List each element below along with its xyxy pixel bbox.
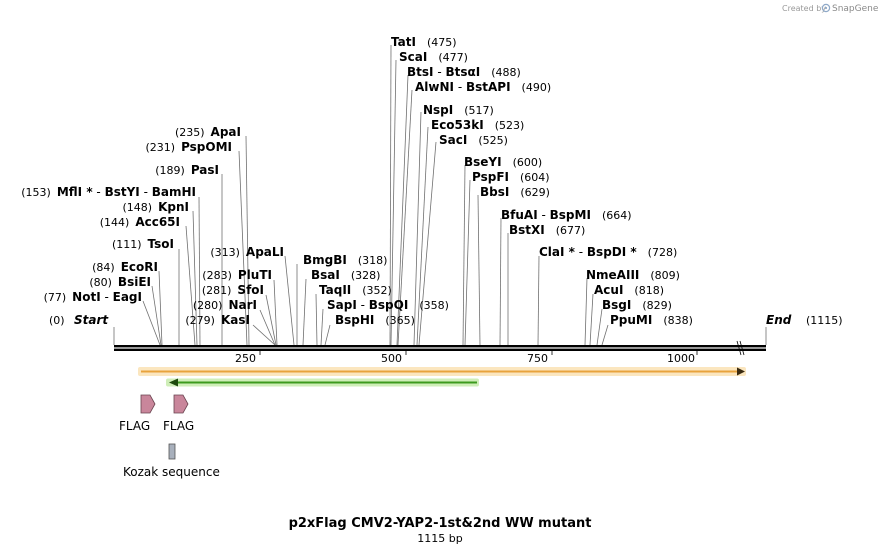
flag-2-label: FLAG xyxy=(163,419,194,433)
connector-sapi xyxy=(320,308,324,346)
site-label-ppumi[interactable]: PpuMI (838) xyxy=(610,313,693,327)
connector-bsiei xyxy=(151,285,162,346)
connector-bsgi xyxy=(596,308,603,346)
site-label-bmgbi[interactable]: BmgBI (318) xyxy=(303,253,387,267)
site-label-apali[interactable]: (313) ApaLI xyxy=(210,245,284,259)
site-label-taqii[interactable]: TaqII (352) xyxy=(319,283,392,297)
connector-tati xyxy=(389,44,392,346)
credit-text: Created by xyxy=(782,4,826,13)
connector-pspfi xyxy=(464,179,471,346)
connector-kasi xyxy=(252,324,276,346)
site-label-bsgi[interactable]: BsgI (829) xyxy=(602,298,672,312)
end-label: End xyxy=(766,313,792,327)
start-position: (0) xyxy=(49,314,65,327)
site-label-noti[interactable]: (77) NotI - EagI xyxy=(44,290,142,304)
site-label-tati[interactable]: TatI (475) xyxy=(391,35,457,49)
connector-scai xyxy=(390,59,397,346)
site-label-apai[interactable]: (235) ApaI xyxy=(175,125,241,139)
connector-nmeaiii xyxy=(584,277,588,346)
connector-kpni xyxy=(192,210,198,346)
backbone xyxy=(114,340,766,356)
tick-label-500: 500 xyxy=(381,352,402,365)
tick-label-750: 750 xyxy=(527,352,548,365)
site-label-kasi[interactable]: (279) KasI xyxy=(185,313,250,327)
connector-nari xyxy=(259,309,276,346)
site-label-pspomi[interactable]: (231) PspOMI xyxy=(145,140,232,154)
connector-acc65i xyxy=(185,225,196,346)
end-position: (1115) xyxy=(806,314,843,327)
map-length: 1115 bp xyxy=(417,532,462,545)
site-label-tsoi[interactable]: (111) TsoI xyxy=(112,237,174,251)
site-label-acui[interactable]: AcuI (818) xyxy=(594,283,664,297)
site-label-pluti[interactable]: (283) PluTI xyxy=(202,268,272,282)
site-label-bstxi[interactable]: BstXI (677) xyxy=(509,223,585,237)
site-label-alwni[interactable]: AlwNI - BstAPI (490) xyxy=(415,80,551,94)
site-label-nari[interactable]: (280) NarI xyxy=(193,298,257,312)
connector-mfli xyxy=(198,196,201,346)
connector-taqii xyxy=(315,293,318,346)
site-label-clai[interactable]: ClaI * - BspDI * (728) xyxy=(539,245,677,259)
site-label-pspfi[interactable]: PspFI (604) xyxy=(472,170,550,184)
connector-pspomi xyxy=(238,150,248,346)
tick-label-250: 250 xyxy=(235,352,256,365)
site-label-kpni[interactable]: (148) KpnI xyxy=(123,200,190,214)
flag-1-label: FLAG xyxy=(119,419,150,433)
connector-btsi xyxy=(396,74,409,346)
connector-nspi xyxy=(413,111,422,346)
connector-apali xyxy=(284,255,295,346)
connector-sfoi xyxy=(265,294,277,346)
site-label-sfoi[interactable]: (281) SfoI xyxy=(202,283,264,297)
connector-bfuai xyxy=(499,217,502,346)
connector-bbsi xyxy=(477,194,481,346)
connector-pluti xyxy=(273,279,278,346)
site-label-btsi[interactable]: BtsI - BtsαI (488) xyxy=(407,65,521,79)
connector-bsphi xyxy=(324,324,331,346)
flag-2-feature-icon[interactable] xyxy=(173,394,189,414)
connector-bseyi xyxy=(462,164,466,346)
connector-ppumi xyxy=(601,324,609,346)
connector-acui xyxy=(589,293,594,346)
kozak-feature-icon[interactable] xyxy=(168,443,176,460)
connector-saci xyxy=(418,141,437,346)
site-label-bsphi[interactable]: BspHI (365) xyxy=(335,313,415,327)
site-label-bbsi[interactable]: BbsI (629) xyxy=(480,185,550,199)
orange-feature-arrow[interactable] xyxy=(138,367,746,376)
site-label-ecori[interactable]: (84) EcoRI xyxy=(92,260,158,274)
tick-label-1000: 1000 xyxy=(667,352,695,365)
site-label-nspi[interactable]: NspI (517) xyxy=(423,103,494,117)
start-label: Start xyxy=(74,313,109,327)
site-label-scai[interactable]: ScaI (477) xyxy=(399,50,468,64)
site-label-saci[interactable]: SacI (525) xyxy=(439,133,508,147)
site-label-bseyi[interactable]: BseYI (600) xyxy=(464,155,542,169)
connector-apai xyxy=(245,135,250,346)
connector-bsai xyxy=(302,278,307,346)
green-feature-arrow[interactable] xyxy=(166,378,479,387)
site-label-mfli[interactable]: (153) MflI * - BstYI - BamHI xyxy=(21,185,196,199)
flag-1-feature-icon[interactable] xyxy=(140,394,156,414)
brand-name: SnapGene xyxy=(832,4,879,14)
site-label-sapi[interactable]: SapI - BspQI (358) xyxy=(327,298,449,312)
connector-clai xyxy=(537,255,540,346)
site-label-nmeaiii[interactable]: NmeAIII (809) xyxy=(586,268,680,282)
site-label-bsai[interactable]: BsaI (328) xyxy=(311,268,380,282)
snapgene-logo-icon xyxy=(821,3,831,13)
site-label-bfuai[interactable]: BfuAI - BspMI (664) xyxy=(501,208,632,222)
site-label-acc65i[interactable]: (144) Acc65I xyxy=(100,215,180,229)
connector-noti xyxy=(142,300,161,346)
connector-ecori xyxy=(158,270,163,346)
site-label-eco53ki[interactable]: Eco53kI (523) xyxy=(431,118,524,132)
connector-alwni xyxy=(397,89,413,346)
site-label-bsiei[interactable]: (80) BsiEI xyxy=(89,275,151,289)
map-title: p2xFlag CMV2-YAP2-1st&2nd WW mutant xyxy=(289,516,592,531)
connector-eco53ki xyxy=(416,126,429,346)
site-label-pasi[interactable]: (189) PasI xyxy=(155,163,219,177)
kozak-label: Kozak sequence xyxy=(123,465,220,479)
